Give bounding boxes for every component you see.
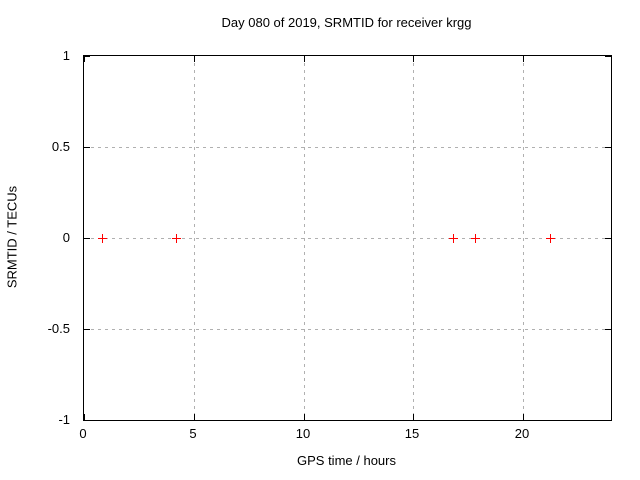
x-tick-bottom xyxy=(523,414,524,420)
x-tick-label: 15 xyxy=(404,426,420,441)
y-tick-left xyxy=(84,329,90,330)
x-tick-top xyxy=(413,56,414,62)
grid-line-horizontal xyxy=(84,238,611,239)
y-tick-right xyxy=(605,420,611,421)
y-tick-left xyxy=(84,147,90,148)
marker-vertical-stroke xyxy=(176,234,177,243)
x-tick-bottom xyxy=(194,414,195,420)
x-tick-label: 20 xyxy=(514,426,530,441)
y-axis-label-text: SRMTID / TECUs xyxy=(4,185,20,289)
marker-vertical-stroke xyxy=(475,234,476,243)
data-point-marker xyxy=(471,234,480,243)
y-tick-label: 1 xyxy=(62,48,70,63)
y-tick-right xyxy=(605,56,611,57)
x-tick-label: 0 xyxy=(79,426,87,441)
x-tick-top xyxy=(523,56,524,62)
y-tick-label: -0.5 xyxy=(47,321,70,336)
x-tick-label: 5 xyxy=(189,426,197,441)
x-axis-label: GPS time / hours xyxy=(297,453,396,468)
x-tick-bottom xyxy=(304,414,305,420)
grid-line-horizontal xyxy=(84,329,611,330)
x-tick-bottom xyxy=(413,414,414,420)
y-tick-label: -1 xyxy=(58,412,70,427)
x-tick-top xyxy=(194,56,195,62)
marker-vertical-stroke xyxy=(453,234,454,243)
y-tick-right xyxy=(605,147,611,148)
marker-vertical-stroke xyxy=(102,234,103,243)
x-tick-top xyxy=(304,56,305,62)
y-tick-right xyxy=(605,329,611,330)
grid-line-horizontal xyxy=(84,147,611,148)
plot-area xyxy=(83,55,612,421)
data-point-marker xyxy=(449,234,458,243)
x-tick-label: 10 xyxy=(295,426,311,441)
y-tick-label: 0 xyxy=(62,230,70,245)
y-tick-label: 0.5 xyxy=(51,139,70,154)
data-point-marker xyxy=(546,234,555,243)
marker-vertical-stroke xyxy=(550,234,551,243)
y-tick-left xyxy=(84,238,90,239)
y-tick-right xyxy=(605,238,611,239)
chart-title: Day 080 of 2019, SRMTID for receiver krg… xyxy=(221,15,472,30)
x-tick-bottom xyxy=(84,414,85,420)
data-point-marker xyxy=(172,234,181,243)
y-tick-left xyxy=(84,420,90,421)
data-point-marker xyxy=(98,234,107,243)
y-tick-left xyxy=(84,56,90,57)
x-tick-top xyxy=(84,56,85,62)
